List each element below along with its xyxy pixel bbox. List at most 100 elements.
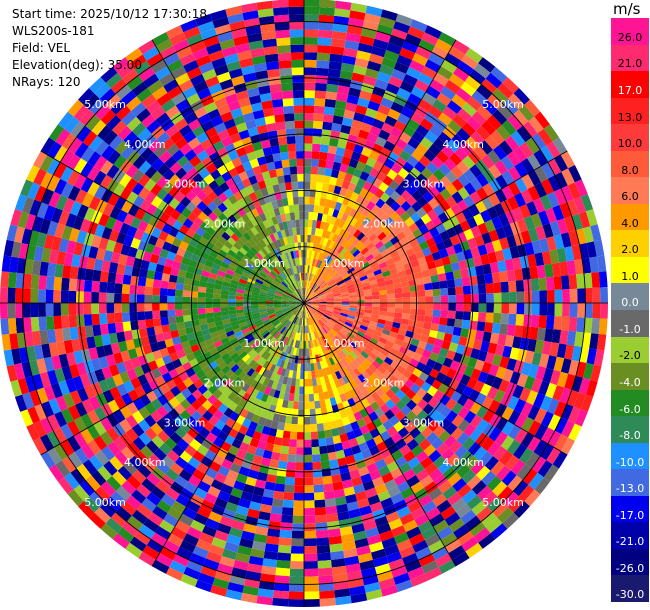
velocity-gate [288,204,295,213]
velocity-gate [255,391,264,401]
velocity-gate [441,144,455,158]
velocity-gate [359,187,369,198]
velocity-gate [554,154,569,172]
velocity-gate [380,164,391,176]
velocity-gate [580,394,594,412]
velocity-gate [557,371,569,388]
velocity-gate [243,290,252,295]
velocity-gate [256,518,270,529]
velocity-gate [147,235,159,246]
velocity-gate [304,530,317,539]
velocity-gate [538,238,550,253]
velocity-gate [364,299,373,303]
velocity-gate [325,276,333,283]
velocity-gate [289,299,297,302]
velocity-gate [463,182,477,196]
velocity-gate [106,164,120,179]
velocity-gate [167,85,183,99]
velocity-gate [301,340,304,349]
velocity-gate [45,303,54,317]
velocity-gate [215,370,225,380]
velocity-gate [470,414,483,429]
velocity-gate [208,443,221,455]
velocity-gate [256,595,273,606]
velocity-gate [140,362,152,375]
velocity-gate [506,324,516,337]
velocity-gate [161,137,175,151]
velocity-gate [159,347,170,358]
velocity-gate [275,311,284,316]
velocity-gate [326,298,335,301]
velocity-gate [591,272,600,288]
velocity-gate [273,279,281,286]
velocity-gate [175,99,190,112]
velocity-gate [304,303,312,305]
velocity-gate [359,559,375,571]
velocity-gate [319,336,325,345]
velocity-gate [87,151,102,167]
velocity-gate [293,291,300,298]
velocity-gate [402,468,416,481]
velocity-gate [325,310,333,314]
velocity-gate [208,544,225,556]
velocity-gate [80,162,94,178]
velocity-gate [122,69,139,85]
velocity-gate [347,414,357,424]
velocity-gate [522,121,538,138]
velocity-gate [330,284,338,290]
velocity-gate [187,137,201,150]
velocity-gate [67,405,81,421]
velocity-gate [140,259,150,270]
velocity-gate [363,455,376,467]
velocity-gate [328,240,336,249]
velocity-gate [273,582,290,592]
velocity-gate [176,213,188,225]
velocity-gate [115,506,132,522]
velocity-gate [467,357,478,369]
velocity-gate [424,59,441,73]
velocity-gate [77,387,89,402]
velocity-gate [256,124,268,135]
velocity-gate [307,273,311,281]
velocity-gate [313,251,318,259]
velocity-gate [167,507,183,521]
velocity-gate [307,265,310,273]
velocity-gate [491,354,503,367]
velocity-gate [298,394,304,402]
velocity-gate [571,213,583,231]
velocity-gate [298,196,304,205]
velocity-gate [349,126,361,137]
velocity-gate [89,491,106,508]
velocity-gate [328,365,335,374]
velocity-gate [508,166,522,182]
velocity-gate [241,243,251,253]
velocity-gate [272,597,289,607]
velocity-gate [527,185,541,201]
velocity-gate [263,320,272,326]
velocity-gate [313,476,324,486]
velocity-gate [99,281,108,293]
velocity-gate [233,512,247,524]
velocity-gate [197,308,206,315]
velocity-gate [20,179,34,197]
velocity-gate [245,119,257,130]
velocity-gate [349,515,363,526]
colorbar-segment [611,124,649,152]
velocity-gate [155,333,165,343]
velocity-gate [115,322,124,333]
velocity-gate [280,213,287,223]
velocity-gate [426,260,437,270]
velocity-gate [312,469,323,478]
velocity-gate [349,341,358,349]
velocity-gate [276,350,283,359]
velocity-gate [180,19,198,33]
velocity-gate [263,352,271,361]
velocity-gate [289,29,304,38]
velocity-gate [337,85,350,95]
velocity-gate [428,329,438,339]
velocity-gate [414,377,426,388]
velocity-gate [319,299,327,302]
velocity-gate [209,374,220,385]
velocity-gate [321,326,328,334]
velocity-gate [205,307,214,314]
